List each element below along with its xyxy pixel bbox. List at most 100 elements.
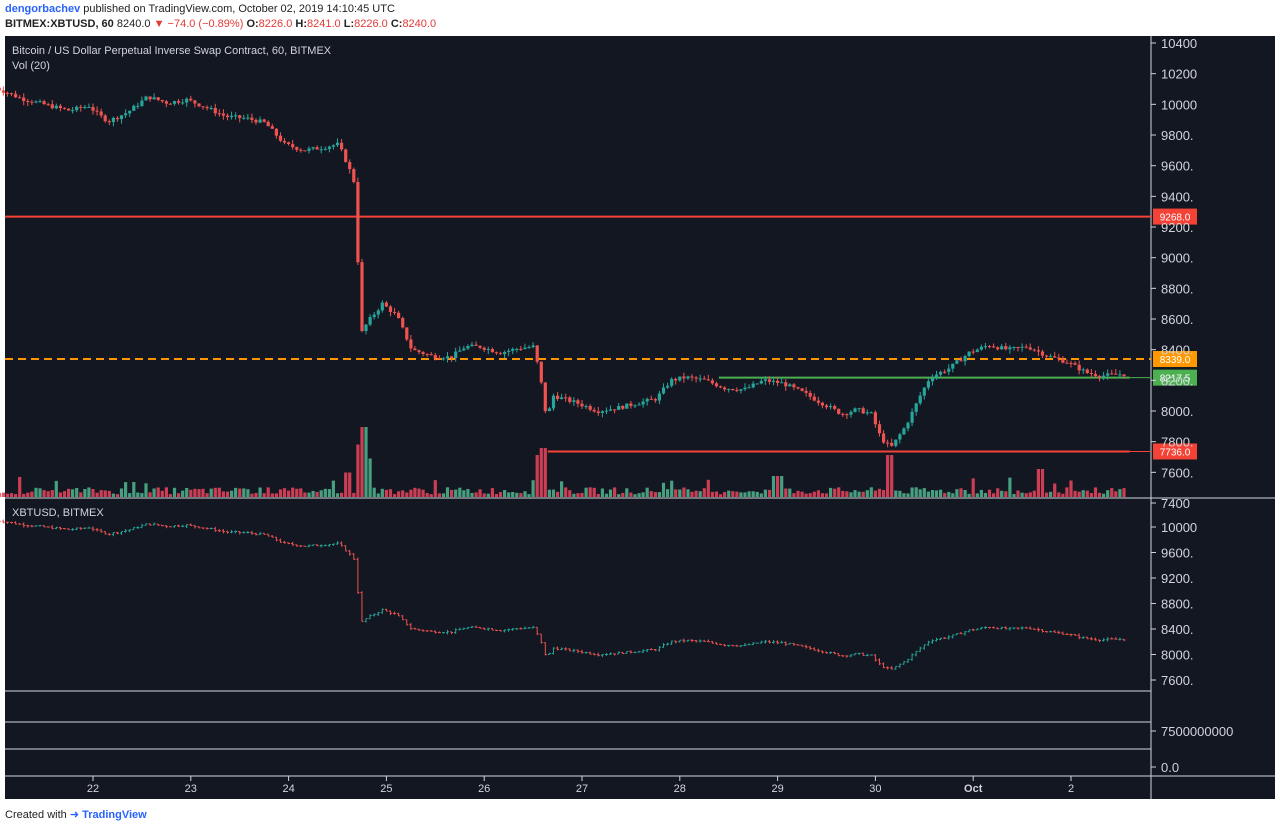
candle-body [494,352,498,354]
time-tick-label: 28 [674,783,686,795]
compare-tick-label: 8800. [1161,597,1194,612]
candle-body [278,135,283,141]
price-tick-label: 7800. [1161,435,1194,450]
price-tick-label: 8400. [1161,343,1194,358]
volume-bar [1085,490,1089,497]
volume-bar [596,494,600,497]
candle-body [796,387,800,389]
volume-bar [1061,493,1065,497]
low-label: L: [343,18,355,30]
volume-bar [360,427,364,497]
candle-body [1118,374,1122,376]
candle-body [702,378,706,380]
volume-bar [600,488,604,497]
candle-body [429,354,433,356]
candle-body [1020,346,1024,348]
candle-body [853,408,857,412]
volume-bar [490,488,494,497]
candle-body [417,350,421,353]
volume-bar [992,493,996,497]
volume-bar [1097,492,1102,497]
candle-body [523,347,527,349]
candle-body [947,368,951,372]
candle-body [780,382,784,384]
candle-body [478,345,482,348]
volume-bar [307,492,311,497]
candle-body [1004,346,1008,350]
volume-bar [837,487,841,497]
candle-body [971,351,975,353]
candle-body [930,377,935,382]
price-tick-label: 10200 [1161,67,1197,82]
volume-bar [898,490,902,497]
candle-body [50,104,54,109]
volume-bar [372,487,376,497]
volume-bar [344,472,348,497]
tradingview-brand[interactable]: TradingView [82,809,147,821]
volume-bar [498,492,503,497]
volume-bar [75,488,79,497]
volume-bar [1045,492,1049,497]
close-value: 8240.0 [402,18,437,30]
candle-body [307,148,311,151]
volume-bar [494,494,498,497]
candle-body [857,408,861,410]
candle-body [148,96,152,100]
volume-bar [242,488,246,497]
candle-body [454,351,458,359]
symbol-info: BITMEX:XBTUSD, 60 8240.0 ▼ −74.0 (−0.89%… [5,18,436,30]
candle-body [808,392,812,397]
price-tick-label: 9400. [1161,189,1194,204]
candle-body [368,317,372,325]
candle-body [103,115,107,122]
volume-bar [1012,494,1016,497]
candle-body [315,147,319,150]
candle-body [225,115,230,118]
candle-body [1045,355,1049,357]
candle-body [1102,375,1106,378]
candle-body [58,105,62,108]
volume-bar [1073,490,1077,497]
candle-body [1,90,5,93]
candle-body [816,400,820,403]
volume-bar [841,490,845,497]
candle-body [503,352,507,355]
candle-body [682,376,686,379]
volume-bar [14,494,18,497]
volume-bar [1028,492,1032,497]
volume-bar [462,490,466,497]
candle-body [266,121,270,127]
candle-body [694,377,698,379]
volume-bar [637,493,641,497]
volume-bar [853,490,857,497]
volume-bar [653,492,657,497]
candle-body [926,381,930,388]
price-tick-label: 8800. [1161,281,1194,296]
volume-bar [486,493,490,497]
publisher-name[interactable]: dengorbachev [5,3,81,15]
candle-body [9,93,14,95]
candle-body [335,142,340,146]
candle-body [364,324,368,331]
volume-bar [91,489,95,497]
volume-bar [947,491,951,497]
candle-body [824,405,829,408]
volume-bar [604,493,609,497]
candle-body [360,262,364,331]
candle-body [604,410,609,412]
candle-body [727,389,731,390]
volume-bar [270,493,274,497]
price-tick-label: 10000 [1161,97,1197,112]
volume-bar [136,492,140,497]
candle-body [482,347,486,350]
candle-body [527,347,531,349]
volume-bar [450,489,454,497]
candle-body [230,115,234,118]
candle-body [1049,356,1053,358]
candle-body [511,348,515,351]
volume-bar [9,493,14,497]
candle-body [596,411,600,413]
volume-bar [209,488,213,497]
volume-bar [1114,491,1118,497]
